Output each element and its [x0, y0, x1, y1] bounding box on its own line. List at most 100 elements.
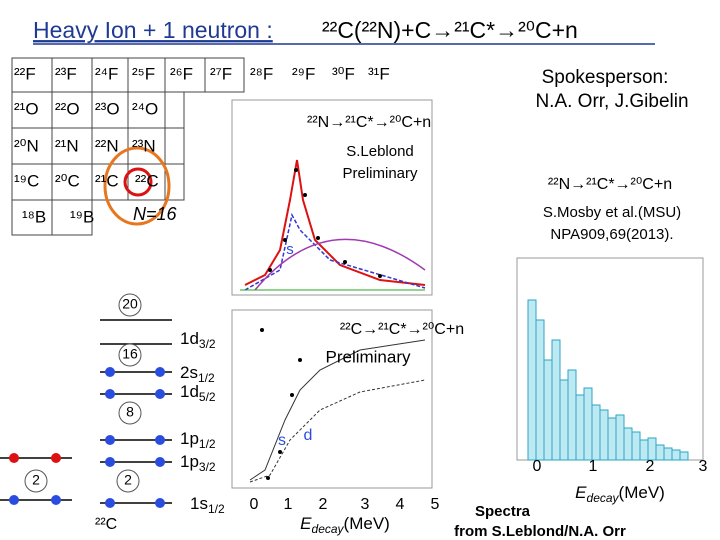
- orbital: 1p: [180, 452, 199, 471]
- histogram-bar: [615, 414, 625, 461]
- nuclide: ²⁴F: [95, 64, 118, 83]
- n16-label: N=16: [133, 204, 178, 224]
- level-label: 1d5/2: [180, 382, 216, 404]
- red-circle: [123, 167, 153, 197]
- x-label-unit: (MeV): [619, 483, 665, 502]
- orbital: 1p: [180, 429, 199, 448]
- nucleus-label: ²²C: [95, 516, 117, 533]
- nuclide: ³⁰F: [332, 64, 355, 83]
- orbital: 1s: [190, 494, 208, 513]
- histogram-bar: [543, 359, 553, 461]
- histogram-bar: [663, 447, 673, 461]
- nuclide: ¹⁸B: [22, 207, 46, 226]
- nuclide: ²³N: [132, 136, 156, 155]
- magic-number: 20: [122, 296, 138, 312]
- top-plot: [231, 99, 433, 296]
- x-tick-label: 3: [361, 496, 370, 513]
- mosby-histogram: [516, 257, 704, 461]
- nuclide: ²²O: [55, 99, 80, 118]
- j-subscript: 1/2: [199, 437, 216, 451]
- magic-circle: [118, 343, 142, 367]
- j-subscript: 3/2: [199, 460, 216, 474]
- x-tick-label: 5: [431, 496, 440, 513]
- j-subscript: 1/2: [198, 371, 215, 385]
- nuclide: ²⁰N: [14, 136, 39, 155]
- top-reaction: ²²N→²¹C*→²⁰C+n: [307, 114, 431, 131]
- histogram-bar: [639, 439, 649, 461]
- bottom-status: Preliminary: [325, 347, 411, 366]
- magic-number: 2: [32, 472, 40, 488]
- mosby-reaction: ²²N→²¹C*→²⁰C+n: [548, 176, 672, 193]
- histogram-bar: [607, 417, 617, 461]
- histogram-bar: [559, 379, 569, 461]
- nucleons: [9, 367, 165, 508]
- magic-number: 8: [126, 404, 134, 420]
- histogram-bar: [631, 431, 641, 461]
- histogram-bar: [671, 449, 681, 461]
- j-subscript: 1/2: [208, 502, 225, 516]
- j-subscript: 3/2: [199, 337, 216, 351]
- level-label: 2s1/2: [180, 363, 215, 385]
- nuclide: ²¹N: [55, 136, 79, 155]
- spokesperson-names: N.A. Orr, J.Gibelin: [535, 91, 688, 112]
- nuclide: ²⁴O: [132, 99, 158, 118]
- nuclide: ²⁰C: [55, 171, 80, 190]
- level-label: 1d3/2: [180, 329, 216, 351]
- level-label: 1p3/2: [180, 452, 216, 474]
- x-tick-label: 0: [533, 458, 542, 475]
- x-tick-label: 1: [284, 496, 293, 513]
- nuclide: ²²F: [14, 64, 36, 83]
- x-label-unit: (MeV): [344, 514, 390, 533]
- footer-line1: Spectra: [475, 503, 531, 520]
- bottom-x-label: Edecay(MeV): [300, 514, 390, 536]
- histogram-bar: [567, 369, 577, 461]
- nuclide: ²⁹F: [292, 64, 315, 83]
- bottom-plot: [231, 309, 433, 489]
- nuclide: ¹⁹B: [70, 207, 94, 226]
- histogram-bar: [647, 437, 657, 461]
- nuclide: ²⁸F: [250, 64, 273, 83]
- histogram-bar: [575, 394, 585, 461]
- magic-number: 16: [122, 346, 138, 362]
- orbital: 1d: [180, 329, 199, 348]
- orbital: 1d: [180, 382, 199, 401]
- x-tick-label: 4: [396, 496, 405, 513]
- x-label-symbol: E: [575, 483, 587, 502]
- magic-number: 2: [124, 472, 132, 488]
- x-tick-label: 1: [589, 458, 598, 475]
- shell-levels: [0, 319, 172, 504]
- histogram-bar: [551, 339, 561, 461]
- nuclide: ²⁵F: [132, 64, 155, 83]
- top-state: s: [286, 241, 294, 258]
- mosby-reference: S.Mosby et al.(MSU): [543, 204, 681, 221]
- histogram-bar: [599, 409, 609, 461]
- x-tick-label: 2: [646, 458, 655, 475]
- footer-line2: from S.Leblond/N.A. Orr: [454, 523, 626, 540]
- bottom-reaction: ²²C→²¹C*→²⁰C+n: [340, 321, 464, 338]
- nuclide: ²³F: [55, 64, 77, 83]
- x-tick-label: 0: [250, 496, 259, 513]
- level-label: 1s1/2: [190, 494, 225, 516]
- magic-circle: [24, 469, 48, 493]
- nuclide: ³¹F: [368, 64, 390, 83]
- mosby-journal: NPA909,69(2013).: [550, 226, 673, 243]
- nuclide: ²⁷F: [210, 64, 232, 83]
- nuclide-boxes: [11, 57, 245, 236]
- nuclide: ²¹C: [95, 171, 119, 190]
- top-status: Preliminary: [342, 165, 418, 182]
- histogram-bar: [591, 404, 601, 461]
- j-subscript: 5/2: [199, 390, 216, 404]
- magic-circle: [118, 401, 142, 425]
- histogram-bar: [679, 451, 689, 461]
- nuclide: ²²C: [135, 171, 159, 190]
- magic-numbers: 20 16 8 2 2: [24, 293, 142, 493]
- magic-circle: [118, 293, 142, 317]
- orbital: 2s: [180, 363, 198, 382]
- x-label-symbol: E: [300, 514, 312, 533]
- x-tick-label: 3: [699, 458, 708, 475]
- nuclide: ²⁶F: [170, 64, 193, 83]
- title-reaction: ²²C(²²N)+C→²¹C*→²⁰C+n: [322, 17, 578, 43]
- nuclide: ²²N: [95, 136, 119, 155]
- histogram-bar: [527, 299, 537, 461]
- level-label: 1p1/2: [180, 429, 216, 451]
